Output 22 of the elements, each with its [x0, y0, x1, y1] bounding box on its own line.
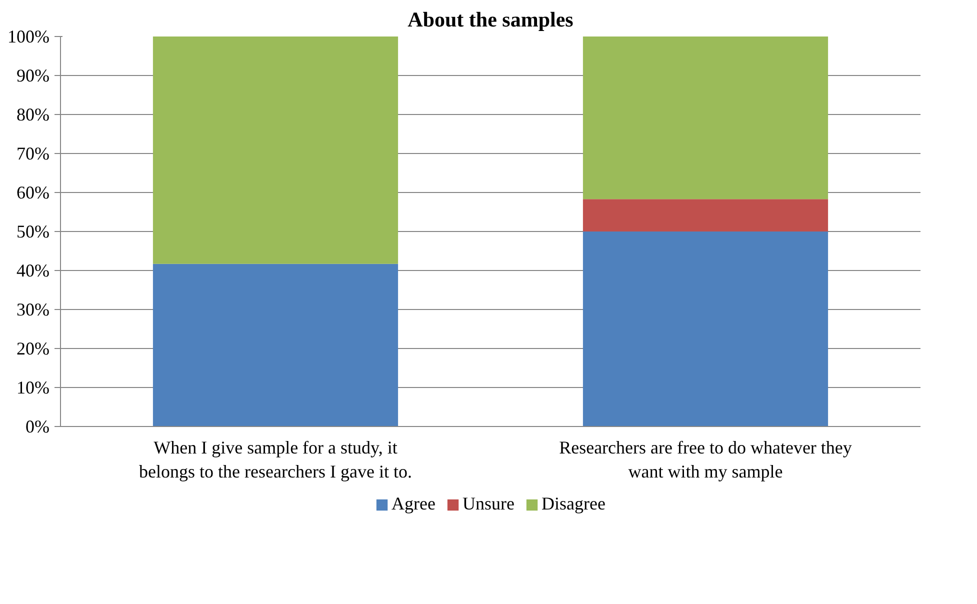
y-tick-label: 90% [16, 66, 50, 86]
y-tick-label: 40% [16, 260, 50, 280]
bar [152, 264, 398, 426]
y-tick-label: 60% [16, 182, 50, 202]
chart-title: About the samples [408, 8, 574, 32]
bar [152, 36, 398, 264]
bar [582, 199, 828, 232]
y-tick-label: 10% [16, 378, 50, 398]
y-tick-label: 100% [8, 26, 50, 46]
bar [582, 36, 828, 200]
legend-label: Agree [392, 494, 436, 514]
y-tick-label: 20% [16, 338, 50, 358]
x-tick-label: Researchers are free to do whatever they want with my sample [559, 438, 852, 482]
y-tick-label: 30% [16, 300, 50, 320]
legend-label: Unsure [462, 494, 515, 514]
legend-label: Disagree [542, 494, 606, 514]
y-tick-label: 70% [16, 144, 50, 164]
y-tick-label: 80% [16, 104, 50, 124]
x-tick-label: When I give sample for a study, it belongs to the researchers I gave it to. [139, 438, 412, 482]
bar [582, 232, 828, 426]
y-tick-label: 0% [26, 416, 50, 436]
y-tick-label: 50% [16, 222, 50, 242]
